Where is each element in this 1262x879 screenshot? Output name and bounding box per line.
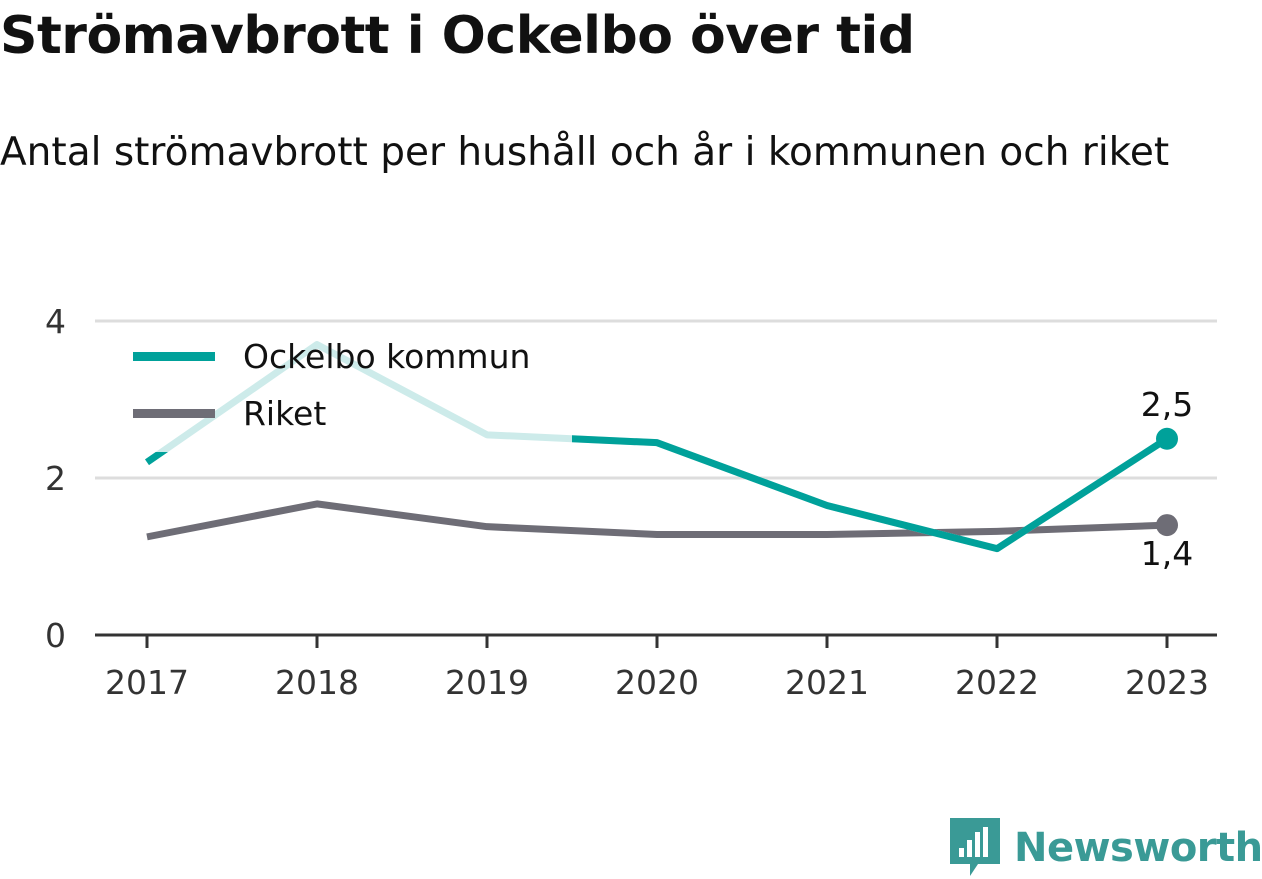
x-tick-label: 2022 [955, 663, 1039, 702]
x-tick-label: 2018 [275, 663, 359, 702]
chart-subtitle: Antal strömavbrott per hushåll och år i … [0, 130, 1170, 175]
end-marker-riket [1156, 514, 1178, 537]
newsworthy-icon [950, 818, 1000, 876]
x-tick-label: 2021 [785, 663, 869, 702]
y-tick-label: 4 [45, 302, 66, 341]
end-label-riket: 1,4 [1141, 534, 1193, 573]
end-marker-ockelbo [1156, 427, 1178, 450]
end-label-ockelbo: 2,5 [1141, 385, 1193, 424]
x-tick-label: 2023 [1125, 663, 1209, 702]
y-tick-label: 0 [45, 616, 66, 655]
legend-ockelbo-label: Ockelbo kommun [243, 337, 530, 376]
legend-ockelbo-swatch [133, 352, 215, 361]
legend-riket-label: Riket [243, 394, 326, 433]
x-tick-label: 2017 [105, 663, 189, 702]
y-tick-label: 2 [45, 459, 66, 498]
series-line-riket [146, 500, 1168, 541]
x-tick-label: 2020 [615, 663, 699, 702]
newsworthy-wordmark: Newsworthy [1014, 825, 1262, 871]
chart-title: Strömavbrott i Ockelbo över tid [0, 6, 915, 66]
legend-riket-swatch [133, 409, 215, 418]
x-tick-label: 2019 [445, 663, 529, 702]
newsworthy-logo: Newsworthy [950, 818, 1262, 878]
